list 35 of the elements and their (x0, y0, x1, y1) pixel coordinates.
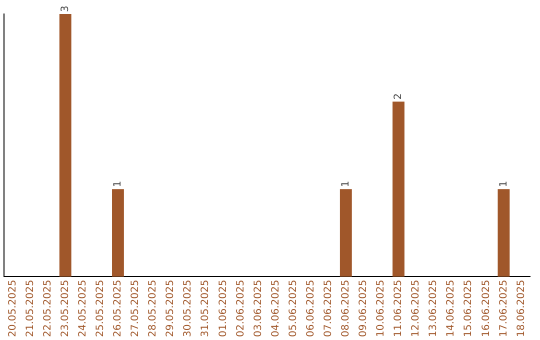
x-tick-label: 13.06.2025 (428, 280, 440, 338)
x-tick-label: 12.06.2025 (410, 280, 422, 338)
x-tick-label: 25.05.2025 (95, 280, 106, 338)
x-tick-label: 29.05.2025 (165, 280, 176, 338)
x-tick-label: 26.05.2025 (112, 280, 124, 338)
data-label: 2 (393, 93, 404, 100)
x-tick-label: 06.06.2025 (305, 280, 316, 338)
x-tick-label: 15.06.2025 (463, 280, 474, 338)
x-tick-label: 02.06.2025 (235, 280, 246, 338)
x-tick-label: 08.06.2025 (340, 280, 352, 338)
data-label: 1 (498, 180, 510, 188)
x-tick-label: 24.05.2025 (77, 280, 88, 338)
x-tick-label: 23.05.2025 (60, 280, 71, 338)
x-tick-label: 09.06.2025 (358, 280, 370, 338)
x-tick-label: 05.06.2025 (288, 280, 299, 338)
x-tick-label: 18.06.2025 (516, 280, 527, 338)
x-tick-label: 20.05.2025 (7, 280, 18, 338)
data-label: 3 (60, 6, 71, 12)
x-tick-label: 22.05.2025 (42, 280, 54, 338)
x-tick-label: 03.06.2025 (252, 280, 264, 338)
data-label: 1 (112, 180, 124, 188)
x-tick-label: 10.06.2025 (376, 280, 387, 338)
x-tick-label: 30.05.2025 (182, 280, 194, 338)
x-tick-label: 11.06.2025 (393, 280, 404, 338)
x-tick-label: 31.05.2025 (200, 280, 212, 338)
x-tick-label: 17.06.2025 (498, 280, 510, 338)
x-tick-label: 21.05.2025 (24, 280, 36, 338)
x-tick-label: 04.06.2025 (270, 280, 282, 338)
x-tick-label: 01.06.2025 (218, 280, 229, 338)
x-tick-label: 07.06.2025 (322, 280, 334, 338)
x-tick-label: 28.05.2025 (148, 280, 159, 338)
x-tick-label: 27.05.2025 (130, 280, 142, 338)
x-tick-label: 16.06.2025 (480, 280, 492, 338)
data-label: 1 (340, 180, 352, 188)
x-tick-label: 14.06.2025 (446, 280, 457, 338)
